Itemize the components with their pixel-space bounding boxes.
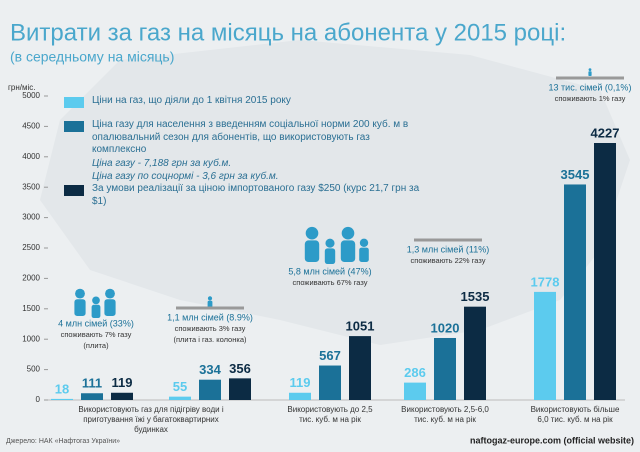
legend-note: Ціна газу по соцнормі - 3,6 грн за куб.м… <box>92 171 279 182</box>
person-icon <box>340 240 356 262</box>
value-label: 55 <box>173 379 187 394</box>
value-label: 567 <box>319 348 341 363</box>
person-icon <box>104 299 116 316</box>
value-label: 286 <box>404 365 426 380</box>
person-icon <box>207 300 213 308</box>
bar <box>319 365 341 400</box>
y-tick-label: 2500 <box>22 243 40 252</box>
value-label: 334 <box>199 362 221 377</box>
value-label: 119 <box>112 375 133 390</box>
annotation-title: 1,1 млн сімей (8.9%) <box>167 312 253 322</box>
bar <box>464 306 486 400</box>
y-tick-label: 1500 <box>22 304 40 313</box>
legend-note: Ціна газу - 7,188 грн за куб.м. <box>92 158 232 169</box>
value-label: 3545 <box>561 167 590 182</box>
x-tick-label: Використовують 2,5-6,0 тис. куб. м на рі… <box>401 405 489 424</box>
y-axis-label: грн/міс. <box>8 83 36 92</box>
y-tick-label: 5000 <box>22 91 40 100</box>
annotation-title: 4 млн сімей (33%) <box>58 318 134 328</box>
bar <box>51 398 73 400</box>
annotation-title: 1,3 млн сімей (11%) <box>407 244 489 254</box>
value-label: 1020 <box>431 320 460 335</box>
x-tick-label: Використовують більше 6,0 тис. куб. м на… <box>530 405 620 424</box>
y-tick-label: 3500 <box>22 182 40 191</box>
annotation-text: (плита) <box>83 341 109 350</box>
y-tick-label: 2000 <box>22 274 40 283</box>
value-label: 1778 <box>531 274 560 289</box>
person-icon <box>325 238 335 248</box>
y-tick-label: 4500 <box>22 122 40 131</box>
annotation-title: 13 тис. сімей (0,1%) <box>549 82 632 92</box>
value-label: 1535 <box>461 289 490 304</box>
bar <box>564 184 586 400</box>
legend-text: Ціни на газ, що діяли до 1 квітня 2015 р… <box>92 95 291 106</box>
person-icon <box>92 296 100 305</box>
map-background <box>40 40 630 345</box>
bar <box>434 337 456 400</box>
person-icon <box>324 248 336 264</box>
legend-text: За умови реалізації за ціною імпортовано… <box>92 183 420 207</box>
bar <box>289 392 311 400</box>
y-tick-label: 4000 <box>22 152 40 161</box>
x-tick-label: Використовують газ для підігріву води і … <box>78 405 224 434</box>
annotation-text: споживають 67% газу <box>293 278 368 287</box>
legend-swatch <box>64 121 84 132</box>
person-icon <box>75 288 85 299</box>
value-label: 111 <box>82 376 102 391</box>
bar <box>594 142 616 400</box>
watermark: naftogaz-europe.com (official website) <box>470 435 634 445</box>
annotation-title: 5,8 млн сімей (47%) <box>288 266 371 276</box>
y-tick-label: 3000 <box>22 213 40 222</box>
bar <box>534 291 556 400</box>
annotation-text: (плита і газ. колонка) <box>173 335 247 344</box>
value-label: 4227 <box>591 125 620 140</box>
person-icon <box>359 247 369 262</box>
person-icon <box>305 226 319 240</box>
person-icon <box>588 71 592 76</box>
person-icon <box>74 299 86 316</box>
y-tick-label: 1000 <box>22 334 40 343</box>
y-tick-label: 0 <box>36 395 41 404</box>
person-icon <box>588 68 592 71</box>
bar <box>81 393 103 400</box>
person-icon <box>207 296 213 301</box>
legend-swatch <box>64 97 84 108</box>
chart-title: Витрати за газ на місяць на абонента у 2… <box>10 19 566 46</box>
value-label: 1051 <box>346 319 375 334</box>
annotation-text: споживають 7% газу <box>61 330 132 339</box>
value-label: 18 <box>55 381 69 396</box>
bar <box>349 336 371 400</box>
bar <box>404 382 426 400</box>
source: Джерело: НАК «Нафтогаз України» <box>6 438 120 445</box>
person-icon <box>105 288 115 299</box>
annotation-text: споживають 1% газу <box>555 94 626 103</box>
person-icon <box>341 226 355 240</box>
legend-text: Ціна газу для населення з введенням соці… <box>92 119 409 155</box>
annotation-text: споживають 3% газу <box>175 324 246 333</box>
y-tick-label: 500 <box>27 365 41 374</box>
x-tick-label: Використовують до 2,5 тис. куб. м на рік <box>287 405 373 424</box>
annotation-text: споживають 22% газу <box>411 256 486 265</box>
person-icon <box>304 240 320 262</box>
legend-swatch <box>64 185 84 196</box>
bar <box>229 378 251 400</box>
bar <box>199 379 221 400</box>
bar <box>111 392 133 400</box>
value-label: 356 <box>229 361 251 376</box>
value-label: 119 <box>290 375 311 390</box>
bar <box>169 396 191 400</box>
person-icon <box>91 304 101 318</box>
chart-subtitle: (в середньому на місяць) <box>10 49 174 65</box>
person-icon <box>359 238 369 247</box>
